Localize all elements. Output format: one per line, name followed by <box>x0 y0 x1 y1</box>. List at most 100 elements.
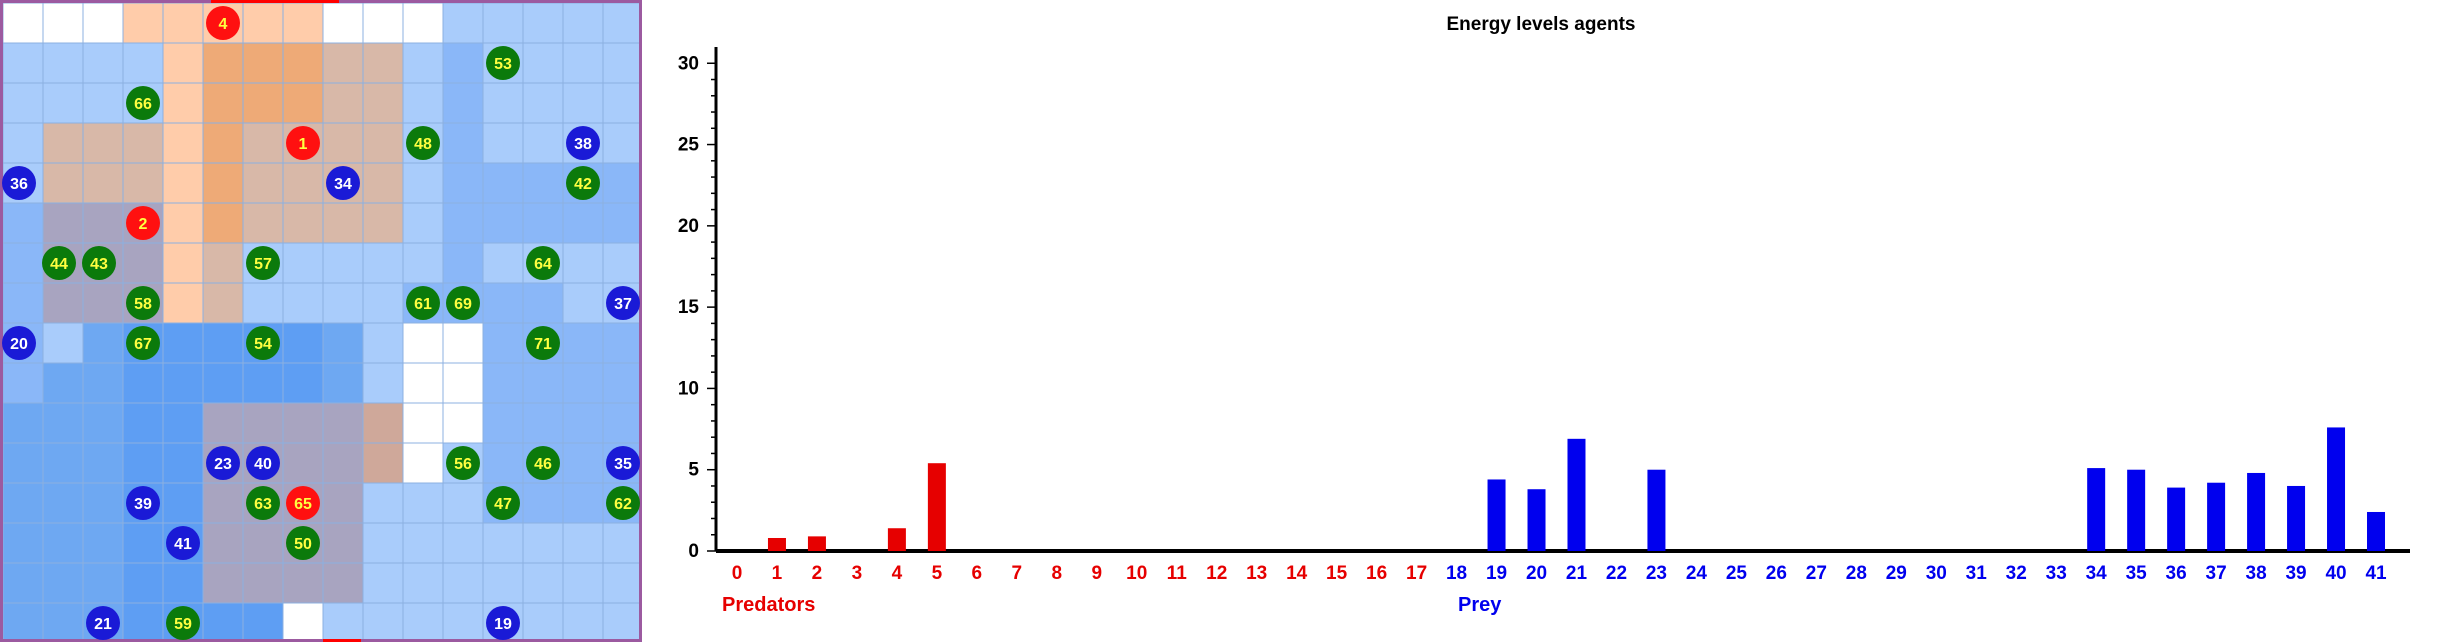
agent-marker[interactable] <box>166 526 200 560</box>
grid-cell[interactable] <box>522 522 564 564</box>
grid-cell[interactable] <box>202 322 244 364</box>
grid-cell[interactable] <box>202 602 244 642</box>
grid-cell[interactable] <box>602 42 642 84</box>
agent-35[interactable]: 35 <box>606 446 640 480</box>
grid-cell[interactable] <box>42 202 84 244</box>
grid-cell[interactable] <box>322 362 364 404</box>
grid-cell[interactable] <box>322 602 364 642</box>
grid-cell[interactable] <box>322 562 364 604</box>
grid-cell[interactable] <box>562 2 604 44</box>
grid-cell[interactable] <box>402 242 444 284</box>
grid-cell[interactable] <box>122 602 164 642</box>
grid-cell[interactable] <box>442 362 484 404</box>
grid-cell[interactable] <box>282 442 324 484</box>
agent-marker[interactable] <box>246 326 280 360</box>
grid-cell[interactable] <box>322 322 364 364</box>
grid-cell[interactable] <box>162 402 204 444</box>
grid-cell[interactable] <box>362 562 404 604</box>
grid-cell[interactable] <box>82 82 124 124</box>
grid-cell[interactable] <box>122 162 164 204</box>
grid-cell[interactable] <box>442 602 484 642</box>
grid-cell[interactable] <box>322 522 364 564</box>
grid-cell[interactable] <box>282 562 324 604</box>
grid-cell[interactable] <box>562 282 604 324</box>
grid-cell[interactable] <box>522 202 564 244</box>
grid-cell[interactable] <box>362 242 404 284</box>
grid-cell[interactable] <box>402 42 444 84</box>
grid-cell[interactable] <box>362 482 404 524</box>
grid-cell[interactable] <box>122 362 164 404</box>
grid-cell[interactable] <box>242 162 284 204</box>
grid-cell[interactable] <box>442 402 484 444</box>
grid-cell[interactable] <box>42 602 84 642</box>
grid-cell[interactable] <box>162 42 204 84</box>
agent-marker[interactable] <box>566 126 600 160</box>
grid-cell[interactable] <box>442 2 484 44</box>
grid-cell[interactable] <box>522 482 564 524</box>
agent-marker[interactable] <box>2 326 36 360</box>
grid-cell[interactable] <box>522 362 564 404</box>
grid-cell[interactable] <box>282 242 324 284</box>
grid-cell[interactable] <box>602 522 642 564</box>
grid-cell[interactable] <box>122 522 164 564</box>
grid-cell[interactable] <box>602 82 642 124</box>
grid-cell[interactable] <box>362 162 404 204</box>
grid-cell[interactable] <box>402 562 444 604</box>
grid-cell[interactable] <box>562 82 604 124</box>
grid-cell[interactable] <box>122 122 164 164</box>
grid-cell[interactable] <box>602 562 642 604</box>
grid-cell[interactable] <box>82 42 124 84</box>
grid-cell[interactable] <box>122 442 164 484</box>
grid-cell[interactable] <box>162 282 204 324</box>
grid-cell[interactable] <box>42 402 84 444</box>
grid-cell[interactable] <box>482 442 524 484</box>
grid-cell[interactable] <box>82 162 124 204</box>
grid-cell[interactable] <box>522 2 564 44</box>
agent-marker[interactable] <box>286 126 320 160</box>
grid-cell[interactable] <box>122 2 164 44</box>
grid-cell[interactable] <box>442 42 484 84</box>
grid-cell[interactable] <box>362 282 404 324</box>
grid-cell[interactable] <box>482 82 524 124</box>
grid-cell[interactable] <box>202 522 244 564</box>
grid-cell[interactable] <box>562 242 604 284</box>
agent-marker[interactable] <box>486 606 520 640</box>
grid-cell[interactable] <box>482 162 524 204</box>
grid-cell[interactable] <box>42 282 84 324</box>
grid-cell[interactable] <box>482 322 524 364</box>
grid-cell[interactable] <box>602 162 642 204</box>
agent-marker[interactable] <box>606 286 640 320</box>
agent-38[interactable]: 38 <box>566 126 600 160</box>
grid-cell[interactable] <box>82 2 124 44</box>
grid-cell[interactable] <box>482 2 524 44</box>
grid-cell[interactable] <box>402 82 444 124</box>
grid-cell[interactable] <box>2 42 44 84</box>
grid-cell[interactable] <box>362 82 404 124</box>
grid-cell[interactable] <box>42 482 84 524</box>
agent-58[interactable]: 58 <box>126 286 160 320</box>
grid-cell[interactable] <box>522 282 564 324</box>
agent-marker[interactable] <box>206 6 240 40</box>
grid-cell[interactable] <box>402 362 444 404</box>
agent-42[interactable]: 42 <box>566 166 600 200</box>
grid-cell[interactable] <box>322 202 364 244</box>
grid-cell[interactable] <box>322 282 364 324</box>
grid-cell[interactable] <box>82 202 124 244</box>
grid-cell[interactable] <box>82 482 124 524</box>
grid-cell[interactable] <box>202 42 244 84</box>
grid-cell[interactable] <box>362 2 404 44</box>
grid-cell[interactable] <box>82 562 124 604</box>
grid-cell[interactable] <box>442 482 484 524</box>
agent-19[interactable]: 19 <box>486 606 520 640</box>
grid-cell[interactable] <box>402 482 444 524</box>
grid-cell[interactable] <box>562 322 604 364</box>
grid-cell[interactable] <box>42 42 84 84</box>
agent-marker[interactable] <box>486 486 520 520</box>
grid-cell[interactable] <box>482 402 524 444</box>
grid-cell[interactable] <box>562 42 604 84</box>
grid-cell[interactable] <box>562 522 604 564</box>
agent-59[interactable]: 59 <box>166 606 200 640</box>
grid-cell[interactable] <box>602 602 642 642</box>
grid-cell[interactable] <box>402 162 444 204</box>
agent-53[interactable]: 53 <box>486 46 520 80</box>
